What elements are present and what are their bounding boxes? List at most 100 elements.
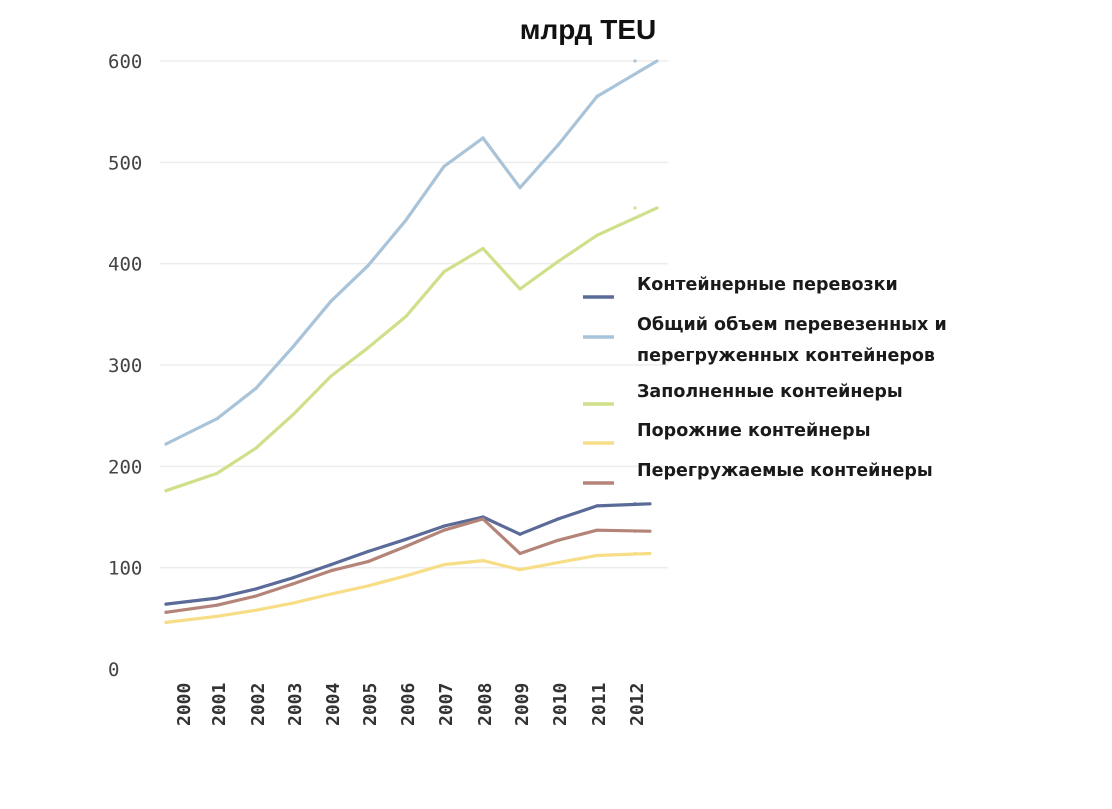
data-point [595, 528, 599, 532]
legend-label-0: Контейнерные перевозки [637, 275, 898, 295]
series-line-0 [164, 502, 652, 606]
data-point [518, 532, 522, 536]
data-point [254, 608, 258, 612]
y-tick-label-0: 0 [108, 659, 119, 681]
data-point [442, 270, 446, 274]
x-tick-label-2010: 2010 [550, 683, 571, 726]
data-point [442, 524, 446, 528]
data-point [254, 594, 258, 598]
data-point [556, 561, 560, 565]
data-point [404, 218, 408, 222]
data-point [442, 563, 446, 567]
data-point [633, 529, 637, 533]
data-point [404, 314, 408, 318]
data-point [291, 576, 295, 580]
data-point [595, 553, 599, 558]
y-tick-label-600: 600 [108, 51, 142, 73]
data-point [164, 620, 168, 624]
data-point [291, 413, 295, 417]
data-point [329, 374, 333, 378]
data-point [633, 206, 637, 210]
legend-label-4: Перегружаемые контейнеры [637, 461, 933, 481]
data-point [556, 517, 560, 521]
data-point [404, 544, 408, 548]
data-point [595, 233, 599, 237]
grid [160, 60, 668, 569]
series-line-3 [164, 551, 652, 625]
data-point [366, 264, 370, 268]
data-point [518, 551, 522, 556]
x-tick-label-2003: 2003 [285, 683, 306, 726]
data-point [366, 559, 370, 564]
data-point [164, 602, 168, 606]
data-point [215, 417, 219, 421]
x-tick-label-2012: 2012 [627, 683, 648, 726]
data-point [164, 489, 168, 493]
data-point [164, 442, 168, 446]
data-point [404, 574, 408, 578]
x-tick-label-2011: 2011 [589, 683, 610, 726]
data-point [329, 592, 333, 596]
data-point [254, 446, 258, 450]
chart-title: млрд TEU [520, 14, 656, 45]
data-point [164, 610, 168, 614]
data-point [329, 299, 333, 303]
y-tick-label-400: 400 [108, 254, 142, 276]
data-point [556, 538, 560, 542]
y-tick-label-100: 100 [108, 558, 142, 580]
x-tick-label-2008: 2008 [475, 683, 496, 726]
data-point [518, 287, 522, 291]
data-point [366, 584, 370, 588]
x-tick-label-2001: 2001 [209, 683, 230, 726]
x-tick-label-2007: 2007 [436, 683, 457, 726]
series-line-4 [164, 517, 652, 614]
data-point [442, 528, 446, 532]
data-point [366, 549, 370, 554]
legend-label-1: перегруженных контейнеров [637, 346, 935, 366]
data-point [291, 601, 295, 605]
x-tick-label-2004: 2004 [323, 682, 344, 726]
data-point [518, 568, 522, 572]
legend-label-3: Порожние контейнеры [637, 421, 871, 441]
x-tick-label-2000: 2000 [174, 683, 195, 726]
y-tick-label-300: 300 [108, 355, 142, 377]
data-point [633, 551, 637, 556]
series-lines [164, 59, 659, 625]
data-point [556, 260, 560, 264]
y-axis: 0 100 200 300 400 500 600 [108, 51, 142, 681]
data-point [595, 94, 599, 99]
data-point [481, 246, 485, 251]
data-point [442, 164, 446, 168]
x-tick-label-2002: 2002 [248, 683, 269, 726]
y-tick-label-200: 200 [108, 456, 142, 478]
series-line-1 [164, 59, 659, 446]
data-point [366, 346, 370, 350]
legend-label-2: Заполненные контейнеры [637, 382, 903, 402]
data-point [329, 563, 333, 567]
x-axis: 2000 2001 2002 2003 2004 2005 2006 2007 2008 2009… [174, 682, 648, 726]
data-point [291, 582, 295, 586]
data-point [254, 587, 258, 591]
data-point [404, 537, 408, 541]
y-tick-label-500: 500 [108, 152, 142, 174]
data-point [633, 502, 637, 506]
x-tick-label-2006: 2006 [398, 683, 419, 726]
data-point [481, 136, 485, 140]
data-point [556, 143, 560, 147]
data-point [254, 386, 258, 390]
x-tick-label-2009: 2009 [512, 683, 533, 726]
data-point [518, 186, 522, 190]
legend-label-1: Общий объем перевезенных и [637, 315, 947, 335]
data-point [215, 614, 219, 618]
data-point [481, 517, 485, 521]
data-point [215, 596, 219, 600]
data-point [215, 471, 219, 476]
data-point [481, 558, 485, 563]
data-point [329, 569, 333, 573]
series-line-2 [164, 206, 659, 493]
x-tick-label-2005: 2005 [360, 683, 381, 726]
data-point [291, 345, 295, 349]
data-point [215, 603, 219, 607]
data-point [633, 59, 637, 63]
